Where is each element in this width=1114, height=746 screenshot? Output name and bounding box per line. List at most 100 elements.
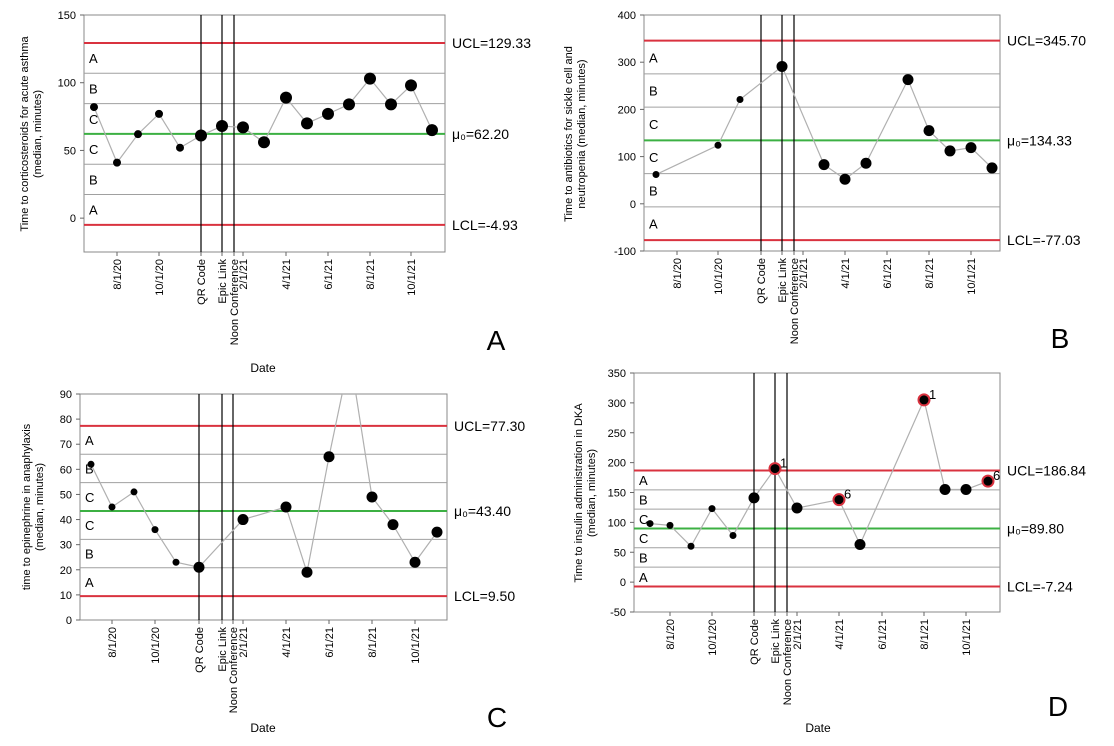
- data-point: [130, 488, 138, 496]
- data-point: [839, 173, 851, 185]
- data-point: [385, 98, 397, 111]
- mean-label: μ₀=62.20: [452, 126, 509, 142]
- x-tick-label: 8/1/21: [919, 619, 931, 650]
- y-tick-label: 200: [618, 104, 636, 116]
- x-tick-label: 10/1/20: [713, 258, 725, 295]
- y-tick-label: 30: [60, 540, 72, 552]
- x-tick-label: 8/1/20: [672, 258, 684, 289]
- y-tick-label: 100: [58, 78, 76, 90]
- y-tick-label: 150: [608, 488, 626, 500]
- series-group: [652, 60, 998, 185]
- x-tick-label: QR Code: [196, 259, 208, 305]
- rule-flag-label: 1: [929, 387, 936, 402]
- data-point: [902, 74, 914, 86]
- lcl-label: LCL=-4.93: [452, 217, 518, 233]
- zone-label: C: [85, 490, 94, 505]
- data-point: [736, 95, 744, 103]
- y-tick-label: 0: [70, 213, 76, 225]
- x-tick-label: QR Code: [194, 627, 206, 673]
- data-point: [155, 109, 163, 118]
- x-tick-label: 6/1/21: [877, 619, 889, 650]
- x-axis-title: Date: [250, 721, 276, 735]
- zone-label: A: [649, 50, 658, 65]
- y-tick-label: 300: [618, 57, 636, 69]
- data-point: [652, 171, 660, 179]
- rule-flag-label: 6: [844, 487, 851, 502]
- y-tick-label: 300: [608, 398, 626, 410]
- ucl-label: UCL=129.33: [452, 35, 531, 51]
- y-tick-label: 100: [618, 152, 636, 164]
- data-point: [323, 451, 335, 463]
- zone-label: A: [639, 473, 648, 488]
- mean-label: μ₀=134.33: [1007, 132, 1072, 148]
- data-point: [939, 484, 951, 496]
- data-point: [237, 514, 249, 526]
- series-line: [649, 398, 989, 548]
- lcl-label: LCL=-77.03: [1007, 232, 1081, 248]
- x-tick-label: 8/1/21: [924, 258, 936, 289]
- x-tick-label: 10/1/21: [406, 259, 418, 296]
- data-point: [923, 125, 935, 137]
- data-point: [108, 503, 116, 511]
- data-point: [426, 124, 438, 137]
- data-point: [965, 142, 977, 154]
- y-tick-label: 50: [60, 489, 72, 501]
- ucl-label: UCL=345.70: [1007, 33, 1086, 49]
- x-tick-label: 10/1/21: [410, 627, 422, 664]
- data-point: [431, 526, 443, 538]
- x-tick-label: 2/1/21: [798, 258, 810, 289]
- data-point: [343, 98, 355, 111]
- data-point: [714, 141, 722, 149]
- zone-label: B: [639, 492, 648, 507]
- y-tick-label: -100: [614, 246, 636, 258]
- data-point: [195, 129, 207, 142]
- data-point: [151, 526, 159, 534]
- y-tick-label: 40: [60, 515, 72, 527]
- data-point: [134, 130, 142, 139]
- data-point: [854, 538, 866, 550]
- x-tick-label: 4/1/21: [281, 259, 293, 290]
- y-tick-label: 400: [618, 10, 636, 22]
- data-point: [301, 117, 313, 130]
- zone-label: A: [85, 433, 94, 448]
- panel-letter: C: [487, 702, 507, 733]
- mean-label: μ₀=43.40: [454, 503, 511, 519]
- plot-area: [633, 372, 1001, 613]
- data-point: [258, 136, 270, 149]
- x-tick-label: 8/1/20: [107, 627, 119, 658]
- mean-label: μ₀=89.80: [1007, 520, 1064, 536]
- data-point: [90, 103, 98, 112]
- data-point: [708, 505, 716, 513]
- series-group: [90, 72, 438, 167]
- data-point: [387, 519, 399, 531]
- zone-label: A: [649, 217, 658, 232]
- zone-label: B: [89, 81, 98, 96]
- plot-area: [79, 393, 448, 621]
- y-axis-title: Time to corticosteroids for acute asthma: [19, 36, 31, 232]
- y-tick-label: 0: [66, 615, 72, 627]
- zone-label: C: [89, 112, 98, 127]
- y-tick-label: 70: [60, 439, 72, 451]
- data-point: [405, 79, 417, 92]
- lcl-label: LCL=9.50: [454, 588, 515, 604]
- data-point: [176, 143, 184, 152]
- y-axis-title: (median, minutes): [32, 90, 44, 178]
- data-point: [729, 532, 737, 540]
- data-point: [981, 474, 995, 488]
- data-point: [960, 484, 972, 496]
- y-axis-title: Time to antibiotics for sickle cell and: [563, 46, 575, 222]
- data-point: [193, 561, 205, 573]
- x-tick-label: Epic Link: [217, 627, 229, 672]
- data-point: [917, 393, 931, 407]
- x-tick-label: 8/1/21: [367, 627, 379, 658]
- zone-label: B: [639, 550, 648, 565]
- zone-label: A: [639, 570, 648, 585]
- x-tick-label: 8/1/20: [665, 619, 677, 650]
- x-tick-label: Noon Conference: [228, 627, 240, 713]
- zone-label: A: [89, 51, 98, 66]
- chart-panel-A: UCL=129.33μ₀=62.20LCL=-4.93ABCCBA0501001…: [19, 10, 531, 375]
- y-tick-label: 250: [608, 428, 626, 440]
- x-tick-label: 4/1/21: [281, 627, 293, 658]
- x-tick-label: 6/1/21: [323, 259, 335, 290]
- zone-label: B: [85, 461, 94, 476]
